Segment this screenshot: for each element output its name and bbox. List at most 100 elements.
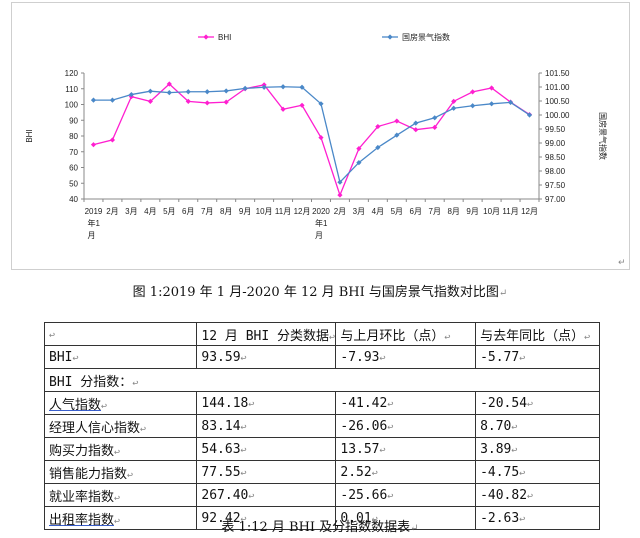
cell-value: 93.59 [201,349,241,365]
x-tick-label: 7月 [429,207,441,216]
cell-value: -26.06 [340,418,388,434]
paragraph-mark-icon: ↵ [498,288,508,299]
x-tick-sublabel: 年1 [87,218,100,228]
table-row: 就业率指数↩ 267.40↩ -25.66↩ -40.82↩ [43,483,600,507]
cell-value: 2.52 [340,464,372,480]
x-tick-label: 11月 [502,207,518,216]
table-header-cell: ↩ [43,322,198,346]
x-tick-label: 2020 [312,207,330,216]
table-cell: 就业率指数↩ [43,483,198,507]
x-tick-label: 11月 [275,207,291,216]
data-point [109,97,116,103]
right-tick-label: 97.00 [545,195,566,204]
cell-mark-icon: ↩ [240,352,247,364]
cell-mark-icon: ↩ [584,331,591,343]
data-point [185,98,191,104]
table-section-cell: BHI 分指数：↩ [44,368,600,392]
data-point [375,144,381,151]
left-tick-label: 70 [69,148,78,157]
cell-mark-icon: ↩ [101,400,108,412]
series-line-guofang [93,86,530,184]
cell-mark-icon: ↩ [240,513,247,525]
left-tick-label: 120 [65,69,79,78]
cell-mark-icon: ↩ [511,421,518,433]
table-row: BHI↩ 93.59↩ -7.93↩ -5.77↩ [43,345,600,369]
legend-marker [387,34,393,40]
cell-mark-icon: ↩ [329,331,336,343]
table-row: 人气指数↩ 144.18↩ -41.42↩ -20.54↩ [43,391,600,415]
right-axis-title: 国房景气指数 [598,112,608,160]
data-point [299,102,305,108]
x-tick-label: 9月 [239,207,251,216]
right-tick-label: 100.00 [545,111,570,120]
data-point [223,88,229,94]
data-point [223,99,229,105]
cell-value: -41.42 [340,395,388,411]
cell-value: -5.77 [480,349,520,365]
figure-caption: 图 1:2019 年 1 月-2020 年 12 月 BHI 与国房景气指数对比… [0,281,640,300]
x-tick-label: 9月 [466,207,478,216]
right-tick-label: 98.50 [545,153,566,162]
cell-value: -4.75 [480,464,520,480]
table-header-cell: 与去年同比（点）↩ [475,322,600,346]
right-tick-label: 99.00 [545,139,566,148]
cell-value: -7.93 [340,349,380,365]
x-tick-label: 6月 [182,207,194,216]
data-point [413,127,419,133]
table-cell: 92.42↩ [196,506,337,530]
cell-mark-icon: ↩ [519,352,526,364]
data-point [451,105,457,111]
x-tick-label: 7月 [201,207,213,216]
left-tick-label: 100 [65,101,79,110]
data-point [280,106,286,112]
data-point [507,99,514,105]
cell-value: 267.40 [201,487,249,503]
data-point [166,90,172,96]
left-tick-label: 60 [69,164,78,173]
x-tick-sublabel: 月 [315,231,323,240]
x-tick-label: 8月 [220,207,232,216]
table-cell: -25.66↩ [335,483,477,507]
right-tick-label: 101.00 [545,83,570,92]
x-tick-label: 2月 [106,207,118,216]
cell-value: -40.82 [480,487,528,503]
table-row: 销售能力指数↩ 77.55↩ 2.52↩ -4.75↩ [43,460,600,484]
table-row: 购买力指数↩ 54.63↩ 13.57↩ 3.89↩ [43,437,600,461]
data-point [242,85,248,91]
table-cell: 93.59↩ [196,345,337,369]
table-cell: 0.01↩ [335,506,477,530]
x-tick-label: 2019 [85,207,103,216]
bhi-data-table: ↩ 12 月 BHI 分类数据↩ 与上月环比（点）↩ 与去年同比（点）↩ BHI↩ 93.… [43,322,600,530]
cell-mark-icon: ↩ [371,467,378,479]
row-label: 购买力指数 [49,443,115,459]
table-cell: 267.40↩ [196,483,337,507]
cell-mark-icon: ↩ [527,398,534,410]
data-point [356,146,362,152]
table-cell: 83.14↩ [196,414,337,438]
table-cell: 77.55↩ [196,460,337,484]
table-caption: 表 1:12 月 BHI 及分指数数据表↵ [0,516,640,535]
cell-mark-icon: ↩ [132,377,139,389]
cell-value: 13.57 [340,441,380,457]
legend-label: 国房景气指数 [402,32,450,42]
table-cell: -41.42↩ [335,391,477,415]
cell-mark-icon: ↩ [444,331,451,343]
cell-value: -2.63 [480,510,520,526]
series-line-bhi [93,83,530,197]
x-tick-label: 5月 [391,207,403,216]
table-row: 出租率指数↩ 92.42↩ 0.01↩ -2.63↩ [43,506,600,530]
x-tick-label: 3月 [353,207,365,216]
data-point [337,192,343,198]
table-cell: 经理人信心指数↩ [43,414,198,438]
data-point [147,98,153,104]
cell-value: 8.70 [480,418,512,434]
data-point [451,98,457,104]
table-cell: 购买力指数↩ [43,437,198,461]
cell-mark-icon: ↩ [527,490,534,502]
data-point [90,97,97,103]
data-point [489,101,495,107]
data-point [204,89,210,95]
x-tick-sublabel: 月 [87,231,95,240]
cell-value: 54.63 [201,441,241,457]
table-cell: 2.52↩ [335,460,477,484]
